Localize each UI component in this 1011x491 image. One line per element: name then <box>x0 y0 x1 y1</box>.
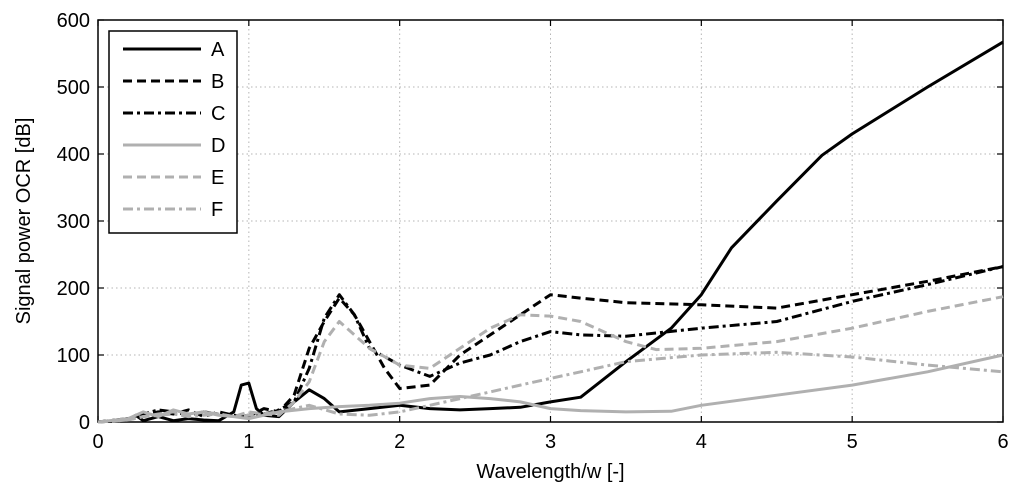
y-tick-label: 0 <box>79 412 90 434</box>
y-tick-label: 500 <box>57 77 90 99</box>
y-tick-label: 600 <box>57 10 90 32</box>
y-tick-label: 400 <box>57 144 90 166</box>
legend-label-f: F <box>211 199 223 221</box>
y-tick-label: 100 <box>57 345 90 367</box>
tick-labels: 0 1 2 3 4 5 6 0 100 200 300 400 500 600 <box>57 10 1009 453</box>
y-tick-label: 200 <box>57 278 90 300</box>
series-line-d <box>97 353 1004 424</box>
x-tick-label: 3 <box>545 431 556 453</box>
x-tick-label: 5 <box>847 431 858 453</box>
legend-label-e: E <box>211 167 224 189</box>
y-tick-label: 300 <box>57 211 90 233</box>
series-line-e <box>97 295 1004 424</box>
legend-label-c: C <box>211 103 225 125</box>
x-tick-label: 6 <box>997 431 1008 453</box>
x-tick-label: 0 <box>92 431 103 453</box>
legend-box <box>108 30 238 234</box>
series-line-a <box>97 40 1004 424</box>
legend-label-a: A <box>211 39 225 61</box>
legend-label-d: D <box>211 135 225 157</box>
y-axis-label: Signal power OCR [dB] <box>13 118 35 325</box>
series-layer <box>97 40 1004 424</box>
x-axis-label: Wavelength/w [-] <box>476 461 624 483</box>
x-tick-label: 1 <box>243 431 254 453</box>
axis-ticks <box>97 19 1004 423</box>
series-line-f <box>97 350 1004 424</box>
x-tick-label: 2 <box>394 431 405 453</box>
series-line-b <box>97 265 1004 424</box>
legend-label-b: B <box>211 71 224 93</box>
x-tick-label: 4 <box>696 431 707 453</box>
